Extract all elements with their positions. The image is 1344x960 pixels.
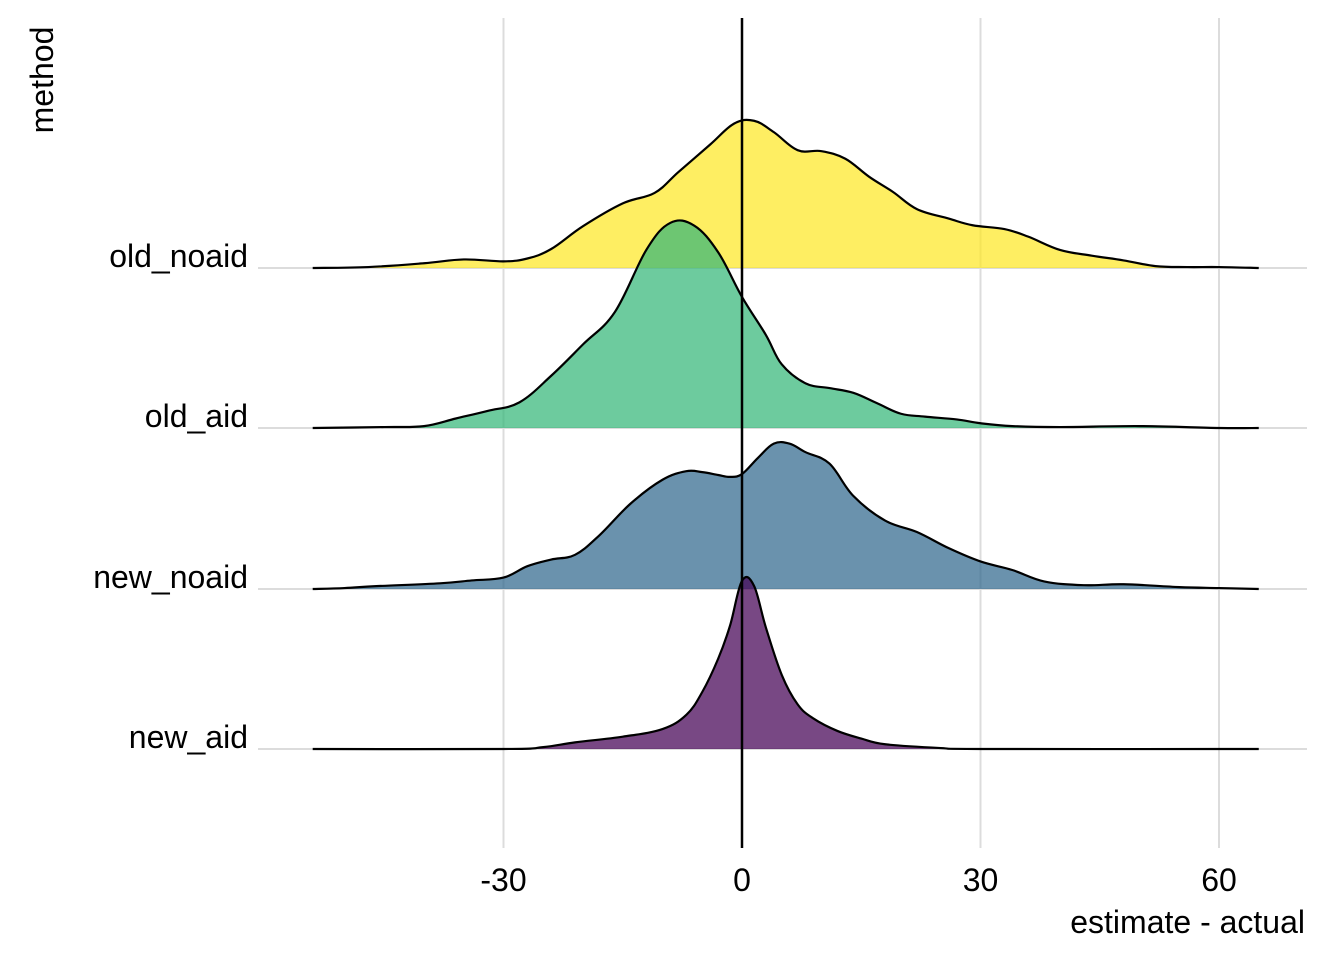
y-axis-title: method [24,27,60,134]
ridge-fill-new_noaid [312,442,1259,589]
x-axis-title: estimate - actual [1070,904,1305,940]
y-tick-label-new_noaid: new_noaid [93,559,248,595]
ridge-fill-old_aid [312,220,1259,429]
y-tick-label-new_aid: new_aid [129,719,248,755]
ridge-outline-old_noaid [312,118,1259,270]
x-tick-label: 60 [1201,862,1237,898]
ridge-fill-new_aid [312,576,1259,750]
axis-labels: old_noaid old_aid new_noaid new_aid -30 0 30 60 [93,238,1237,898]
x-tick-label: 0 [733,862,751,898]
ridge-outline-new_noaid [312,441,1259,591]
ridge-outline-old_aid [312,219,1259,430]
y-tick-label-old_aid: old_aid [145,398,248,434]
x-tick-label: -30 [480,862,526,898]
x-tick-label: 30 [963,862,999,898]
density-ridges [312,118,1259,751]
ridge-fill-old_noaid [312,119,1259,268]
ridge-outline-new_aid [312,575,1259,751]
y-tick-label-old_noaid: old_noaid [109,238,248,274]
